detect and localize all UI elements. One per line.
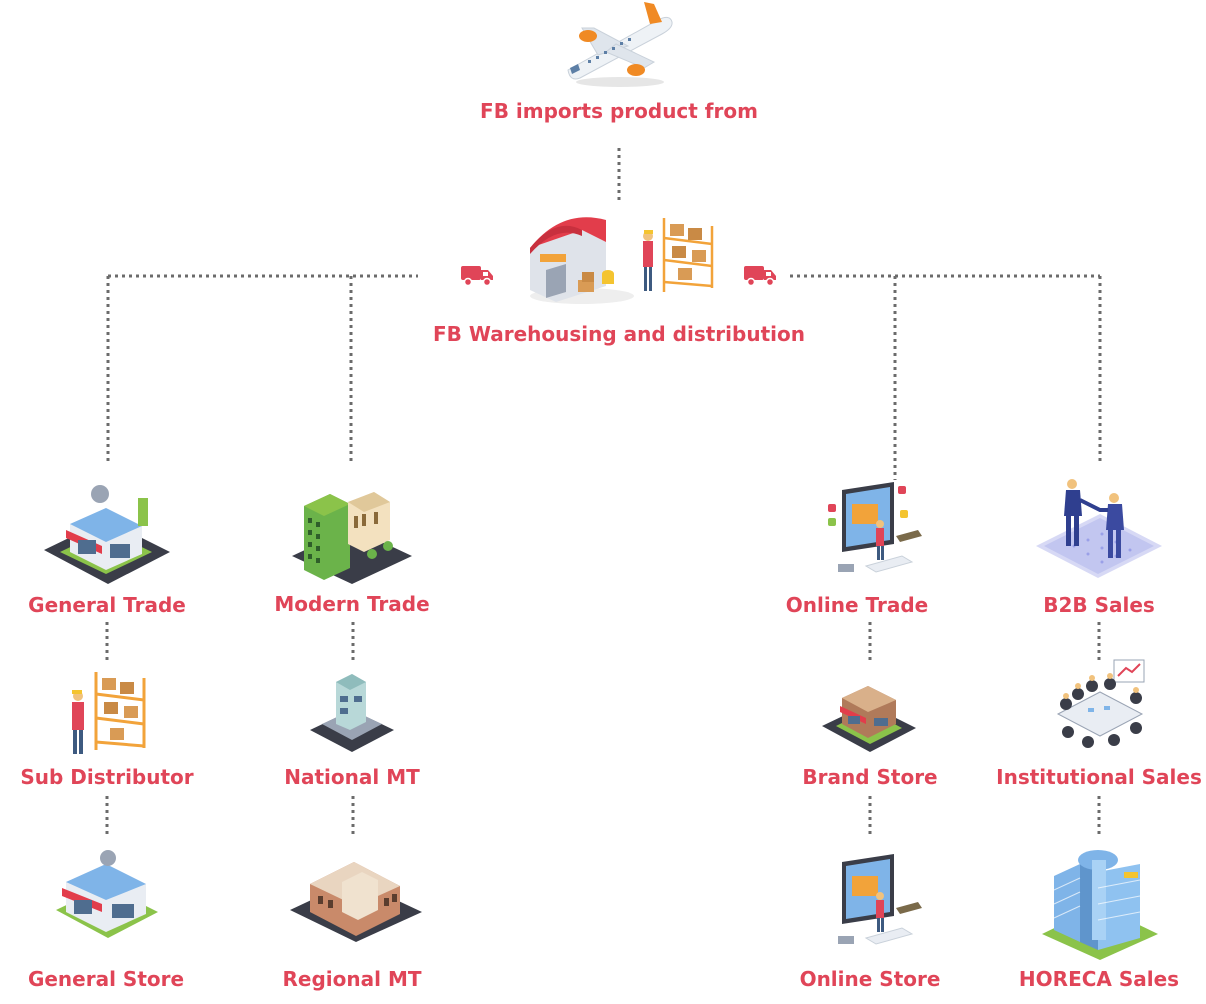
handshake-icon — [1034, 476, 1164, 584]
shelf-worker-icon — [64, 662, 148, 758]
hall-building-icon — [288, 848, 424, 944]
hotel-icon — [1040, 846, 1160, 962]
warehouse-icon — [522, 208, 722, 308]
computer-shopping-icon — [818, 480, 928, 584]
level3-label: Regional MT — [282, 967, 422, 991]
mall-icon — [306, 668, 396, 758]
level3-label: HORECA Sales — [1018, 967, 1180, 991]
brand-shop-icon — [820, 676, 918, 758]
airplane-icon — [558, 0, 680, 90]
channel-label: Online Trade — [785, 593, 929, 617]
shop-icon — [40, 480, 172, 590]
truck-icon — [743, 263, 777, 291]
channel-label: General Trade — [28, 593, 186, 617]
channel-label: Modern Trade — [274, 592, 430, 616]
level2-label: Institutional Sales — [996, 765, 1202, 789]
online-store-icon — [818, 852, 928, 956]
top-label: FB imports product from — [480, 99, 758, 123]
channel-label: B2B Sales — [1043, 593, 1155, 617]
store-icon — [52, 848, 162, 944]
hub-label: FB Warehousing and distribution — [433, 322, 805, 346]
level2-label: Brand Store — [802, 765, 938, 789]
level2-label: Sub Distributor — [20, 765, 194, 789]
level3-label: Online Store — [799, 967, 941, 991]
office-building-icon — [290, 482, 414, 588]
level2-label: National MT — [284, 765, 420, 789]
meeting-icon — [1048, 658, 1152, 754]
truck-icon — [460, 263, 494, 291]
level3-label: General Store — [27, 967, 185, 991]
